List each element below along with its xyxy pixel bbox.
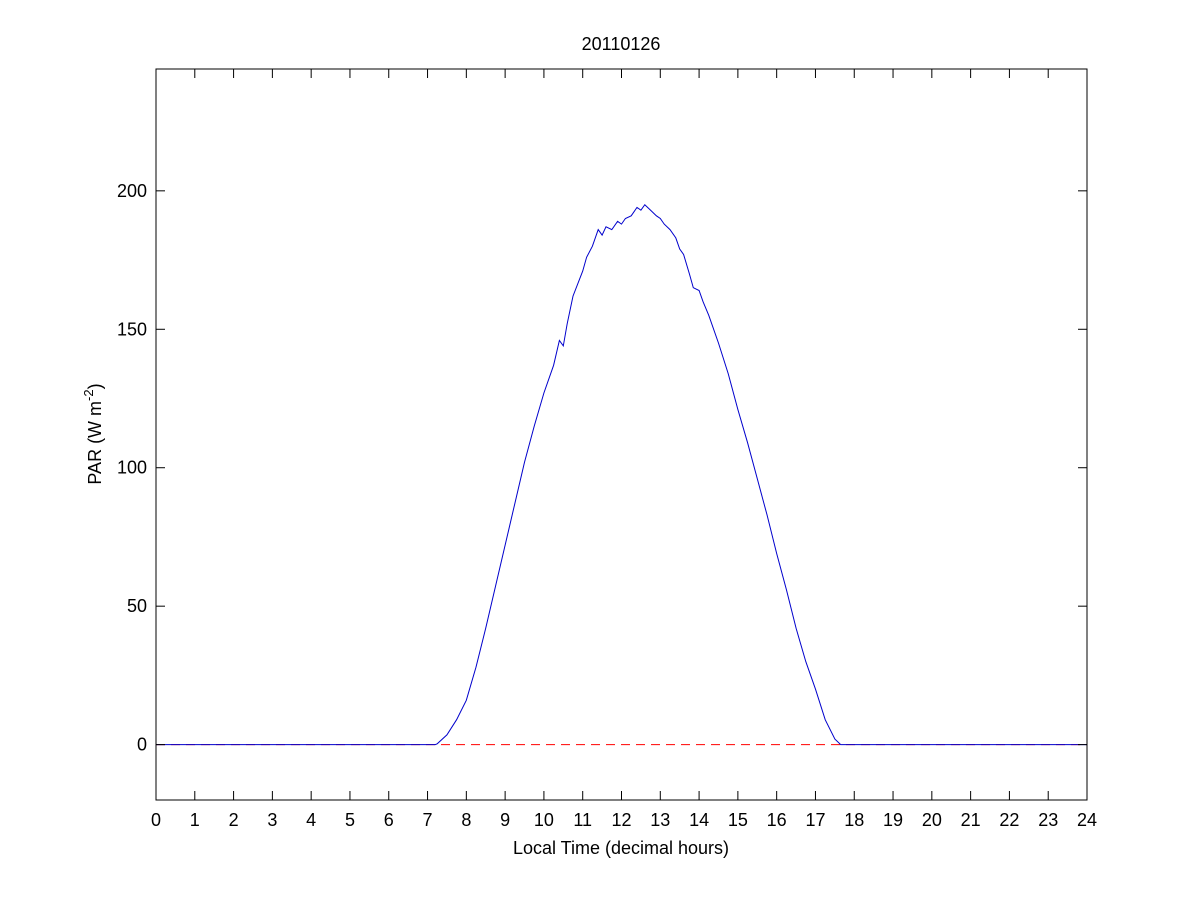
x-tick-label: 0 xyxy=(151,810,161,830)
chart-title: 20110126 xyxy=(582,34,661,54)
y-tick-label: 200 xyxy=(117,181,147,201)
y-axis-label-suffix: ) xyxy=(85,383,105,389)
x-tick-label: 2 xyxy=(229,810,239,830)
x-tick-label: 8 xyxy=(461,810,471,830)
x-tick-label: 1 xyxy=(190,810,200,830)
x-tick-label: 10 xyxy=(534,810,554,830)
x-tick-label: 16 xyxy=(767,810,787,830)
x-tick-label: 21 xyxy=(961,810,981,830)
x-tick-label: 13 xyxy=(650,810,670,830)
x-tick-label: 23 xyxy=(1038,810,1058,830)
x-tick-label: 4 xyxy=(306,810,316,830)
y-tick-label: 100 xyxy=(117,458,147,478)
y-tick-label: 0 xyxy=(137,735,147,755)
x-tick-label: 11 xyxy=(573,810,592,830)
y-axis-label-superscript: -2 xyxy=(81,389,96,401)
x-tick-label: 14 xyxy=(689,810,709,830)
x-tick-label: 6 xyxy=(384,810,394,830)
x-tick-label: 7 xyxy=(423,810,433,830)
x-tick-label: 19 xyxy=(883,810,903,830)
x-tick-label: 9 xyxy=(500,810,510,830)
y-axis-label: PAR (W m-2) xyxy=(81,383,105,484)
x-tick-label: 15 xyxy=(728,810,748,830)
series-layer xyxy=(156,203,1087,746)
y-tick-label: 150 xyxy=(117,319,147,339)
x-axis-label: Local Time (decimal hours) xyxy=(513,838,729,858)
x-tick-label: 3 xyxy=(267,810,277,830)
par-series-line xyxy=(156,203,1087,746)
plot-area xyxy=(156,69,1087,800)
x-tick-label: 24 xyxy=(1077,810,1097,830)
ticks-layer: 0 1 2 3 4 5 6 7 8 9 10 11 12 13 14 15 16 17 18 19 20 21 22 23 24… xyxy=(117,69,1097,830)
x-tick-label: 17 xyxy=(805,810,825,830)
y-axis-label-main: PAR (W m xyxy=(85,401,105,485)
x-tick-label: 5 xyxy=(345,810,355,830)
y-tick-label: 50 xyxy=(127,596,147,616)
x-tick-label: 20 xyxy=(922,810,942,830)
x-tick-label: 12 xyxy=(611,810,631,830)
x-tick-label: 22 xyxy=(999,810,1019,830)
x-tick-label: 18 xyxy=(844,810,864,830)
